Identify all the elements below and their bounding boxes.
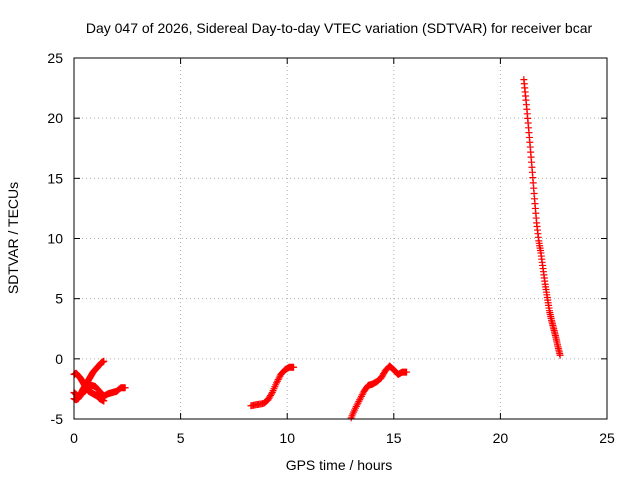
y-tick-label: 10 bbox=[47, 231, 63, 247]
plot-frame bbox=[73, 57, 608, 420]
data-point bbox=[356, 396, 364, 404]
data-point bbox=[267, 390, 275, 398]
x-axis-label: GPS time / hours bbox=[286, 457, 393, 473]
x-tick-label: 15 bbox=[386, 430, 402, 446]
chart-title: Day 047 of 2026, Sidereal Day-to-day VTE… bbox=[86, 20, 593, 36]
data-point bbox=[273, 377, 281, 385]
series-arc-5 bbox=[347, 362, 411, 422]
series-arc-4 bbox=[247, 363, 298, 410]
grid bbox=[74, 58, 607, 419]
data-point bbox=[100, 357, 108, 365]
y-tick-label: 5 bbox=[55, 291, 63, 307]
data-point bbox=[274, 376, 282, 384]
x-tick-label: 0 bbox=[70, 430, 78, 446]
data-point bbox=[275, 374, 283, 382]
x-tick-label: 25 bbox=[599, 430, 615, 446]
data-point bbox=[354, 399, 362, 407]
y-tick-label: -5 bbox=[51, 411, 64, 427]
data-point bbox=[403, 368, 411, 376]
data-point bbox=[358, 391, 366, 399]
x-tick-label: 10 bbox=[279, 430, 295, 446]
data-point bbox=[556, 351, 564, 359]
data-point bbox=[353, 401, 361, 409]
y-axis-label: SDTVAR / TECUs bbox=[5, 182, 21, 294]
y-tick-label: 25 bbox=[47, 50, 63, 66]
data-point bbox=[290, 363, 298, 371]
data-point bbox=[352, 402, 360, 410]
x-tick-label: 20 bbox=[493, 430, 509, 446]
series-arc-3 bbox=[70, 381, 129, 400]
data-point bbox=[273, 379, 281, 387]
data-points bbox=[70, 76, 564, 422]
data-point bbox=[351, 404, 359, 412]
data-point bbox=[355, 397, 363, 405]
data-point bbox=[121, 384, 129, 392]
y-tick-label: 0 bbox=[55, 351, 63, 367]
y-tick-label: 20 bbox=[47, 110, 63, 126]
series-arc-6 bbox=[520, 76, 564, 359]
data-point bbox=[357, 394, 365, 402]
y-tick-label: 15 bbox=[47, 170, 63, 186]
x-tick-label: 5 bbox=[177, 430, 185, 446]
tick-labels: 0 5 10 15 20 25 -5 0 5 10 15 20 25 bbox=[47, 50, 615, 446]
data-point bbox=[357, 392, 365, 400]
